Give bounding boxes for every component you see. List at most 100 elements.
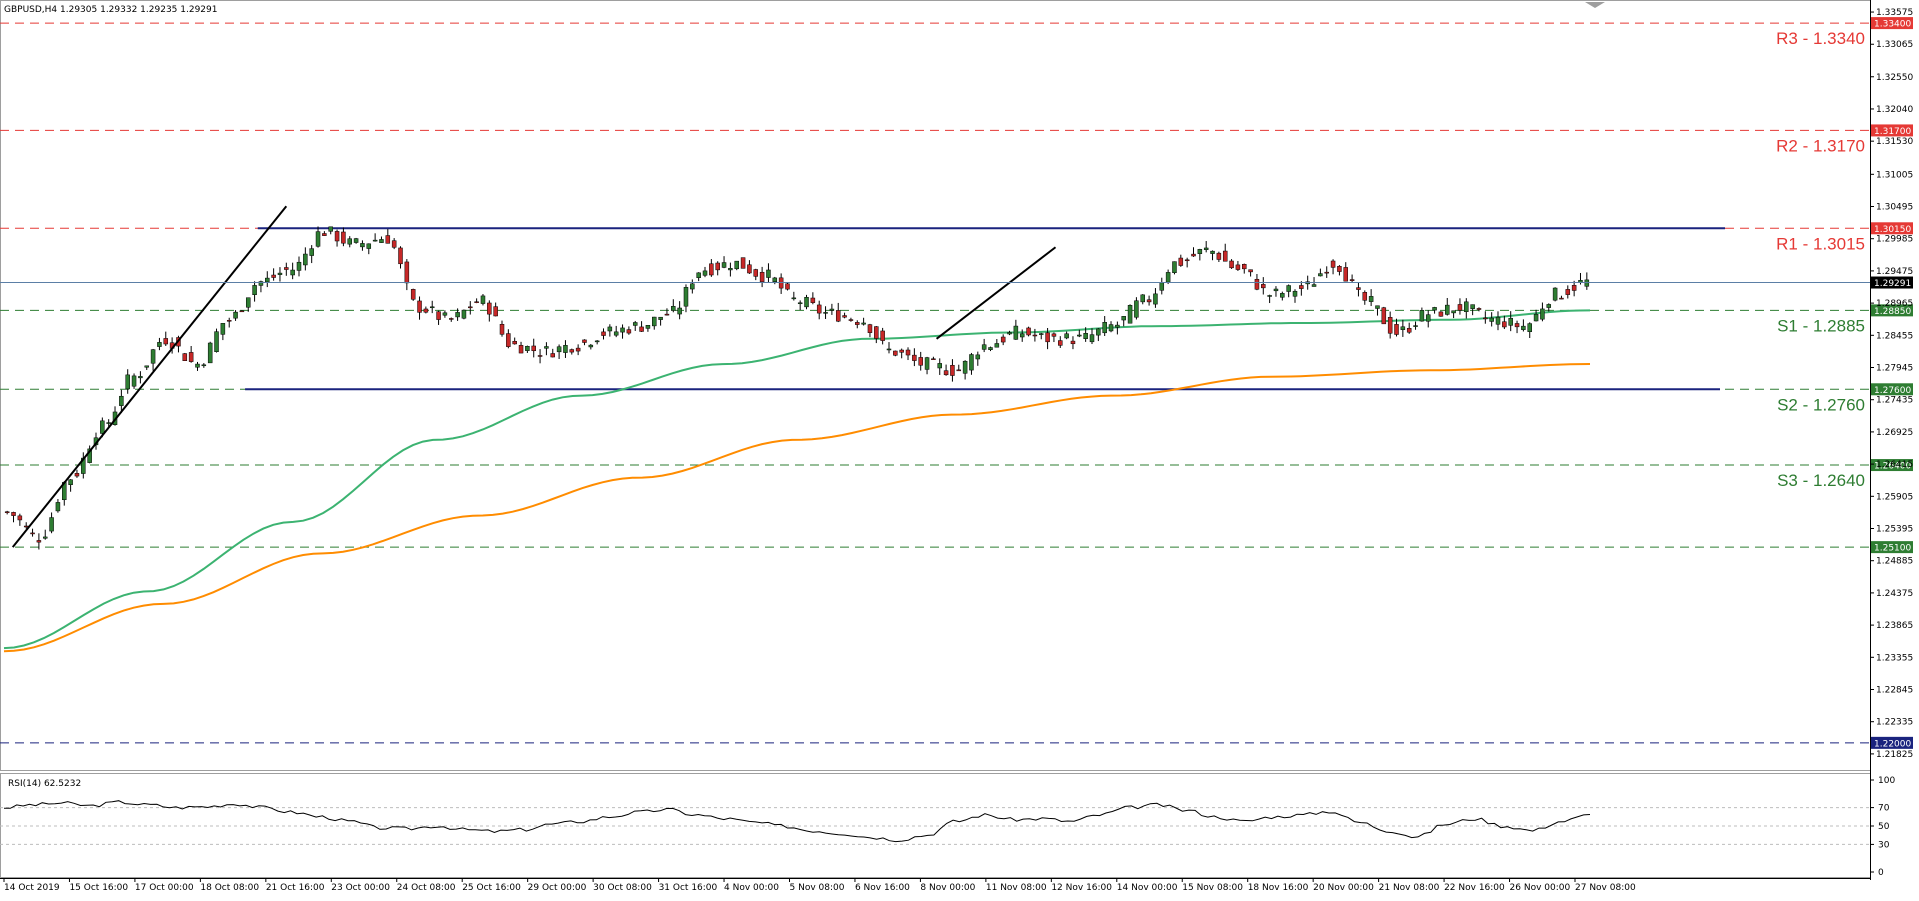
candle-body-212 bbox=[1349, 279, 1355, 281]
candle-58 bbox=[372, 233, 378, 242]
blue-channel bbox=[245, 227, 1725, 391]
candle-194 bbox=[1235, 260, 1241, 271]
candle-body-70 bbox=[449, 318, 454, 320]
candle-body-30 bbox=[195, 363, 200, 368]
candle-36 bbox=[233, 310, 238, 321]
candle-body-176 bbox=[1121, 316, 1126, 321]
candle-body-6 bbox=[42, 536, 48, 539]
rsi-line bbox=[3, 800, 1591, 843]
candle-body-24 bbox=[157, 342, 162, 347]
candle-21 bbox=[138, 371, 143, 384]
candle-195 bbox=[1242, 263, 1247, 274]
candle-body-178 bbox=[1134, 300, 1139, 318]
candle-57 bbox=[366, 243, 372, 255]
candle-body-244 bbox=[1552, 287, 1558, 301]
candle-42 bbox=[271, 268, 276, 281]
level-price-tag-3: 1.28850 bbox=[1871, 304, 1913, 317]
candle-body-33 bbox=[214, 331, 219, 352]
level-price-tag-7: 1.22000 bbox=[1871, 736, 1913, 749]
candle-body-240 bbox=[1527, 323, 1532, 332]
candle-body-15 bbox=[100, 420, 105, 434]
time-tick-label-20: 20 Nov 00:00 bbox=[1313, 883, 1374, 893]
candle-95 bbox=[607, 324, 613, 337]
candle-54 bbox=[347, 236, 352, 248]
candle-226 bbox=[1438, 311, 1444, 317]
candle-122 bbox=[778, 273, 784, 294]
candle-body-125 bbox=[797, 302, 803, 305]
candle-79 bbox=[506, 329, 511, 349]
candle-148 bbox=[943, 364, 949, 376]
candle-213 bbox=[1356, 282, 1361, 297]
candle-117 bbox=[747, 260, 752, 274]
candle-50 bbox=[322, 231, 327, 236]
time-tick-label-1: 15 Oct 16:00 bbox=[69, 883, 128, 893]
candle-190 bbox=[1210, 250, 1215, 261]
candle-body-236 bbox=[1502, 321, 1507, 328]
candle-198 bbox=[1261, 277, 1266, 295]
time-tick-label-11: 4 Nov 00:00 bbox=[724, 883, 779, 893]
time-tick-label-23: 26 Nov 00:00 bbox=[1510, 883, 1571, 893]
candle-body-206 bbox=[1311, 284, 1317, 287]
candle-62 bbox=[398, 246, 403, 269]
main-panel-frame bbox=[0, 0, 1871, 771]
candle-body-5 bbox=[36, 540, 42, 543]
candle-32 bbox=[207, 341, 213, 364]
candle-body-143 bbox=[912, 354, 917, 361]
candle-body-161 bbox=[1026, 327, 1031, 336]
candle-97 bbox=[620, 324, 625, 339]
candle-33 bbox=[214, 328, 219, 353]
price-tick-label-3: 1.32040 bbox=[1876, 105, 1913, 115]
candle-133 bbox=[848, 317, 854, 322]
candle-body-146 bbox=[931, 358, 936, 360]
candle-171 bbox=[1089, 328, 1095, 345]
candle-69 bbox=[442, 310, 448, 318]
candle-body-102 bbox=[652, 316, 657, 327]
candle-107 bbox=[683, 284, 689, 313]
candle-body-7 bbox=[49, 517, 54, 532]
candle-body-183 bbox=[1165, 272, 1171, 283]
current-price-tag-text: 1.29291 bbox=[1874, 279, 1911, 289]
candle-body-220 bbox=[1400, 326, 1406, 330]
candle-140 bbox=[893, 350, 898, 357]
candle-227 bbox=[1445, 297, 1450, 316]
candle-body-43 bbox=[277, 272, 283, 275]
candle-body-116 bbox=[740, 257, 746, 269]
candle-200 bbox=[1273, 286, 1279, 297]
time-tick-label-18: 15 Nov 08:00 bbox=[1182, 883, 1243, 893]
price-tick-label-10: 1.28455 bbox=[1876, 331, 1913, 341]
candle-body-117 bbox=[747, 264, 752, 274]
candle-101 bbox=[645, 325, 651, 332]
candle-body-22 bbox=[144, 365, 149, 368]
rsi-header: RSI(14) 62.5232 bbox=[8, 779, 81, 789]
time-tick-label-2: 17 Oct 00:00 bbox=[135, 883, 194, 893]
price-tick-label-7: 1.29985 bbox=[1876, 235, 1913, 245]
candle-121 bbox=[772, 276, 778, 285]
candle-body-235 bbox=[1495, 316, 1501, 325]
candle-52 bbox=[334, 229, 340, 247]
candle-body-127 bbox=[810, 297, 816, 303]
candle-223 bbox=[1419, 307, 1425, 322]
time-tick-label-6: 24 Oct 08:00 bbox=[397, 883, 456, 893]
candle-11 bbox=[74, 469, 80, 478]
candle-body-19 bbox=[125, 374, 130, 390]
candle-body-203 bbox=[1292, 290, 1298, 297]
candle-body-68 bbox=[436, 311, 441, 320]
candle-104 bbox=[664, 308, 670, 316]
current-price: 1.29291 bbox=[0, 276, 1913, 289]
candle-body-18 bbox=[119, 395, 124, 406]
candle-87 bbox=[556, 344, 562, 360]
candle-body-96 bbox=[613, 331, 619, 336]
candle-body-32 bbox=[207, 342, 213, 364]
candle-187 bbox=[1191, 247, 1196, 257]
candle-body-157 bbox=[1000, 336, 1006, 343]
shift-marker-icon[interactable] bbox=[1585, 2, 1605, 8]
candle-103 bbox=[658, 316, 663, 326]
level-label-5: S3 - 1.2640 bbox=[1777, 471, 1865, 490]
candle-body-216 bbox=[1375, 305, 1380, 309]
rsi-tick-label-1: 70 bbox=[1878, 804, 1890, 814]
candle-body-171 bbox=[1089, 334, 1095, 343]
candle-body-28 bbox=[182, 353, 188, 361]
candle-body-84 bbox=[537, 355, 543, 357]
candle-body-80 bbox=[512, 341, 517, 345]
